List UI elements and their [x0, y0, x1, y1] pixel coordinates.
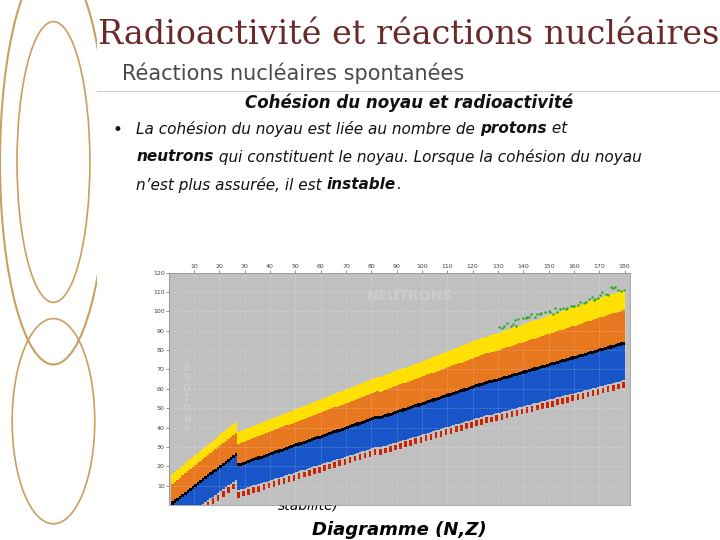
Point	[586, 292, 598, 301]
Point	[543, 307, 554, 315]
Point	[510, 322, 522, 330]
Text: Cohésion du noyau et radioactivité: Cohésion du noyau et radioactivité	[245, 93, 572, 112]
Text: neutrons: neutrons	[136, 149, 214, 164]
Point	[501, 319, 513, 327]
Point	[572, 300, 584, 309]
Point	[607, 284, 618, 293]
Point	[529, 313, 541, 322]
Point	[526, 310, 537, 319]
Point	[554, 305, 565, 313]
Text: Radioactivité et réactions nucléaires: Radioactivité et réactions nucléaires	[98, 19, 719, 51]
Point	[609, 283, 621, 292]
Point	[567, 301, 578, 310]
Point	[583, 294, 595, 303]
Point	[578, 299, 590, 307]
Point	[561, 305, 572, 314]
Point	[534, 310, 546, 319]
Text: .: .	[396, 177, 401, 192]
Point	[596, 287, 608, 296]
Point	[547, 309, 559, 318]
Point	[551, 307, 562, 316]
Point	[494, 323, 505, 332]
Text: Diagramme (N,Z): Diagramme (N,Z)	[312, 521, 487, 539]
Point	[589, 294, 600, 303]
Point	[517, 314, 528, 322]
Point	[557, 303, 569, 312]
Point	[520, 314, 531, 322]
Point	[588, 296, 599, 305]
Point	[574, 298, 585, 306]
Point	[549, 304, 561, 313]
Point	[521, 313, 533, 321]
Point	[564, 302, 576, 310]
Point	[513, 315, 524, 323]
Point	[498, 322, 510, 330]
Point	[539, 308, 551, 316]
Point	[605, 283, 616, 292]
Text: Réactions nucléaires spontanées: Réactions nucléaires spontanées	[122, 62, 464, 84]
Point	[616, 286, 627, 295]
Point	[531, 309, 542, 318]
Text: NEUTRONS: NEUTRONS	[366, 289, 452, 303]
Text: protons: protons	[480, 121, 546, 136]
Point	[544, 308, 555, 316]
Text: qui constituent le noyau. Lorsque la cohésion du noyau: qui constituent le noyau. Lorsque la coh…	[214, 149, 642, 165]
Point	[569, 301, 580, 310]
Point	[600, 290, 611, 299]
Text: •: •	[113, 121, 122, 139]
Point	[603, 290, 614, 299]
Text: n’est plus assurée, il est: n’est plus assurée, il est	[136, 177, 327, 193]
Text: P
R
O
T
O
N
S: P R O T O N S	[183, 363, 190, 434]
Point	[594, 291, 606, 299]
Point	[612, 286, 624, 295]
Point	[592, 293, 603, 302]
Point	[496, 323, 508, 332]
Point	[561, 303, 572, 312]
Text: et: et	[546, 121, 567, 136]
Point	[507, 320, 518, 328]
Text: Noyaux stables (vallée de la
stabilité): Noyaux stables (vallée de la stabilité)	[277, 482, 474, 513]
Point	[580, 298, 592, 307]
Point	[509, 316, 521, 325]
Point	[618, 286, 630, 294]
Point	[536, 309, 547, 318]
Point	[505, 322, 516, 330]
Text: instable: instable	[327, 177, 396, 192]
Point	[523, 313, 534, 322]
Text: La cohésion du noyau est liée au nombre de: La cohésion du noyau est liée au nombre …	[136, 121, 480, 137]
